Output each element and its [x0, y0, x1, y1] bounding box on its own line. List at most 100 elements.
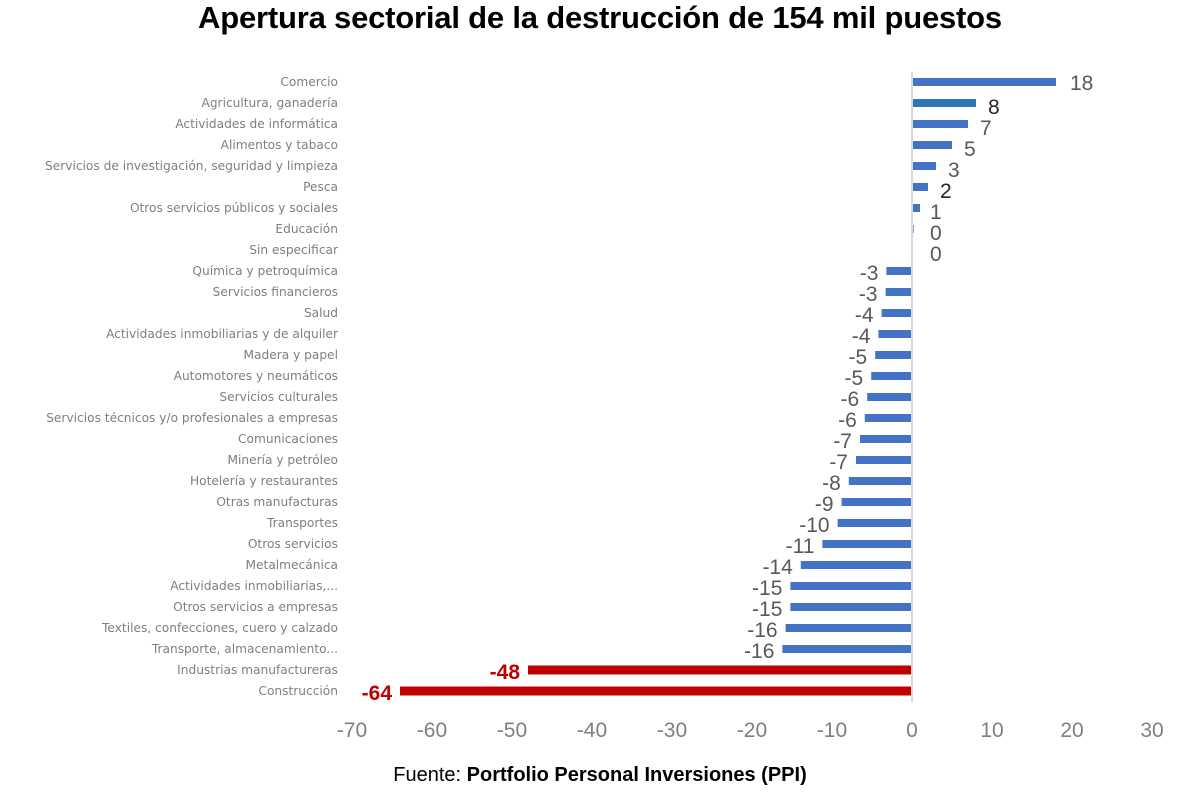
data-label: -64	[362, 682, 393, 705]
bar-agricultura-ganaderia	[912, 99, 976, 107]
data-label: -11	[786, 535, 815, 558]
bar-otras-manufacturas	[841, 498, 912, 506]
data-label: -7	[833, 430, 852, 453]
data-label: -48	[490, 661, 521, 684]
bar-actividades-inmobiliarias	[790, 582, 912, 590]
data-label: 0	[930, 222, 942, 245]
data-label: -5	[845, 367, 864, 390]
data-label: -14	[762, 556, 793, 579]
category-label: Madera y papel	[244, 348, 338, 362]
bar-servicios-culturales	[867, 393, 912, 401]
bar-hoteleria-y-restaurantes	[848, 477, 912, 485]
x-tick-label: -60	[417, 719, 447, 742]
category-label: Transporte, almacenamiento...	[151, 642, 338, 656]
bar-alimentos-y-tabaco	[912, 141, 952, 149]
bar-otros-servicios-a-empresas	[790, 603, 912, 611]
category-label: Automotores y neumáticos	[174, 369, 338, 383]
bar-transportes	[837, 519, 912, 527]
bar-salud	[881, 309, 912, 317]
category-labels: Comercio Agricultura, ganadería Actividade…	[45, 75, 339, 698]
x-tick-label: -40	[577, 719, 607, 742]
bar-servicios-tecnicos-y-o-profesionales-a-empresas	[864, 414, 912, 422]
bar-textiles-confecciones-cuero-y-calzado	[785, 624, 912, 632]
category-label: Otros servicios	[248, 537, 338, 551]
category-label: Sin especificar	[249, 243, 339, 257]
bar-actividades-inmobiliarias-y-de-alquiler	[878, 330, 912, 338]
x-tick-label: 0	[906, 719, 918, 742]
data-label: -6	[841, 388, 860, 411]
category-label: Salud	[304, 306, 338, 320]
data-label: -16	[747, 619, 777, 642]
bar-otros-servicios-publicos-y-sociales	[912, 204, 920, 212]
source-name: Portfolio Personal Inversiones (PPI)	[466, 764, 807, 786]
source-note: Fuente: Portfolio Personal Inversiones (…	[0, 764, 1200, 787]
bar-industrias-manufactureras	[528, 665, 912, 675]
data-label: -7	[829, 451, 848, 474]
x-tick-label: -30	[657, 719, 687, 742]
category-label: Alimentos y tabaco	[221, 138, 338, 152]
category-label: Agricultura, ganadería	[201, 96, 338, 110]
data-label: 8	[988, 96, 1000, 119]
category-label: Servicios culturales	[219, 390, 338, 404]
x-tick-label: -50	[497, 719, 527, 742]
bar-metalmecanica	[800, 561, 912, 569]
source-prefix: Fuente:	[393, 764, 467, 786]
category-label: Otros servicios a empresas	[173, 600, 338, 614]
data-label: -8	[822, 472, 841, 495]
data-label: 7	[980, 117, 992, 140]
category-label: Educación	[275, 222, 338, 236]
data-label: -15	[752, 598, 782, 621]
category-label: Actividades de informática	[175, 117, 338, 131]
data-label: -6	[838, 409, 857, 432]
data-label: 5	[964, 138, 976, 161]
bar-servicios-financieros	[885, 288, 912, 296]
data-label: -4	[855, 304, 874, 327]
x-tick-label: -20	[737, 719, 767, 742]
data-label: -3	[859, 283, 878, 306]
data-label: -4	[852, 325, 871, 348]
bar-actividades-de-informatica	[912, 120, 968, 128]
bar-automotores-y-neumaticos	[871, 372, 912, 380]
bar-madera-y-papel	[875, 351, 912, 359]
x-tick-label: -10	[817, 719, 847, 742]
category-label: Servicios de investigación, seguridad y …	[45, 159, 338, 173]
data-label: -3	[860, 262, 879, 285]
data-label: -16	[744, 640, 774, 663]
bar-mineria-y-petroleo	[856, 456, 912, 464]
category-label: Industrias manufactureras	[177, 663, 338, 677]
category-label: Transportes	[266, 516, 338, 530]
data-label: 3	[948, 159, 960, 182]
category-label: Actividades inmobiliarias y de alquiler	[106, 327, 339, 341]
bar-quimica-y-petroquimica	[886, 267, 912, 275]
x-tick-label: -70	[337, 719, 367, 742]
x-tick-label: 30	[1140, 719, 1163, 742]
data-label: -5	[849, 346, 868, 369]
data-label: -9	[815, 493, 834, 516]
bar-servicios-de-investigacion-seguridad-y-limpieza	[912, 162, 936, 170]
data-labels: 1887532100-3-3-4-4-5-5-6-6-7-7-8-9-10-11…	[362, 72, 1094, 705]
chart-title: Apertura sectorial de la destrucción de …	[198, 0, 1002, 35]
category-label: Actividades inmobiliarias,...	[170, 579, 338, 593]
category-label: Construcción	[258, 684, 338, 698]
category-label: Comunicaciones	[238, 432, 338, 446]
category-label: Pesca	[303, 180, 338, 194]
category-label: Textiles, confecciones, cuero y calzado	[101, 621, 338, 635]
bar-pesca	[912, 183, 928, 191]
category-label: Otros servicios públicos y sociales	[130, 201, 338, 215]
data-label: 0	[930, 243, 942, 266]
bar-transporte-almacenamiento	[782, 645, 912, 653]
category-label: Metalmecánica	[246, 558, 338, 572]
bars-layer	[400, 78, 1056, 696]
category-label: Minería y petróleo	[227, 453, 338, 467]
bar-otros-servicios	[822, 540, 912, 548]
data-label: 2	[940, 180, 952, 203]
category-label: Comercio	[280, 75, 338, 89]
category-label: Química y petroquímica	[192, 264, 338, 278]
bar-chart: Comercio Agricultura, ganadería Actividade…	[45, 72, 1164, 742]
x-axis-ticks: -70 -60 -50 -40 -30 -20 -10 0 10 20 30	[337, 719, 1164, 742]
x-tick-label: 20	[1060, 719, 1083, 742]
data-label: 18	[1070, 72, 1093, 95]
category-label: Otras manufacturas	[216, 495, 338, 509]
bar-comunicaciones	[860, 435, 912, 443]
data-label: -15	[752, 577, 782, 600]
